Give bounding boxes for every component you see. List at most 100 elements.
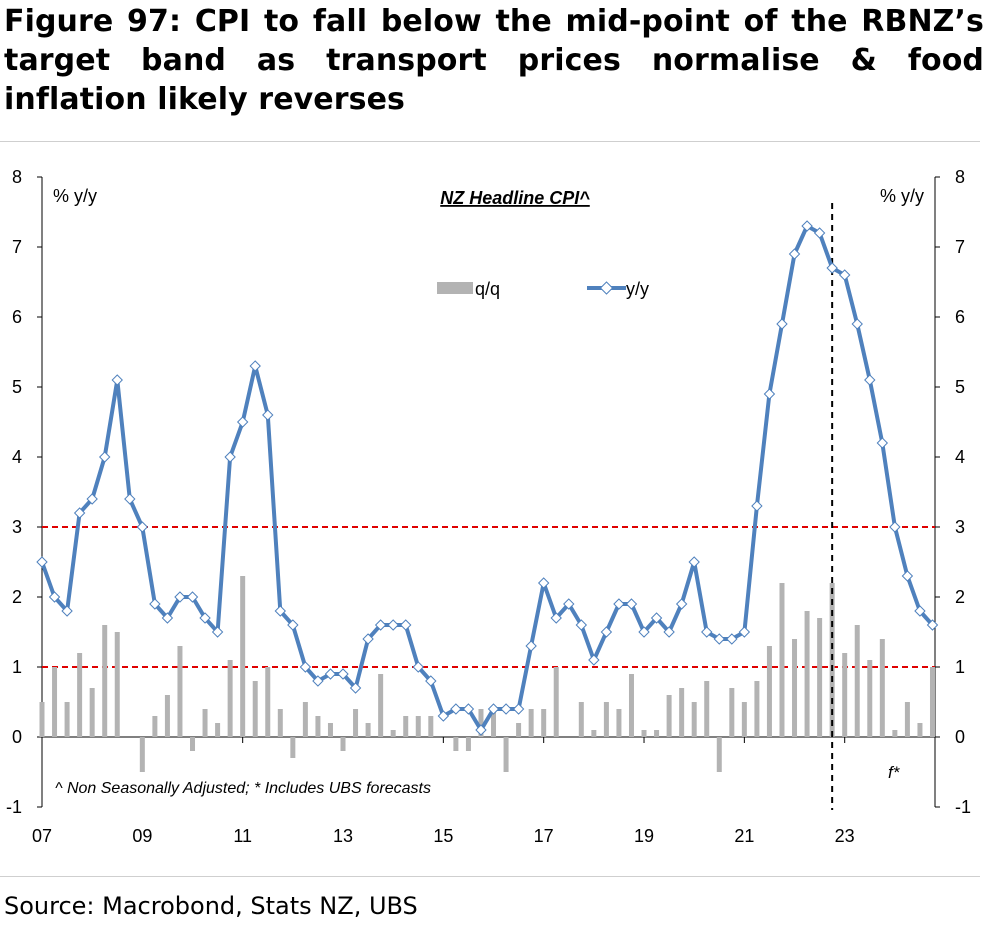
y-tick-label-left: 2 [12, 587, 22, 607]
y-tick-label-left: 1 [12, 657, 22, 677]
qq-bar [854, 625, 860, 737]
qq-bar [817, 618, 823, 737]
qq-bar [691, 702, 697, 737]
qq-bar [415, 716, 421, 737]
qq-bar [77, 653, 83, 737]
qq-bar [353, 709, 359, 737]
yy-point [249, 360, 261, 372]
qq-bar [603, 702, 609, 737]
qq-bar [591, 730, 597, 737]
y-axis-left-label: % y/y [53, 186, 97, 206]
chart-footnote: ^ Non Seasonally Adjusted; * Includes UB… [55, 780, 431, 797]
yy-point [738, 626, 751, 638]
x-tick-label: 21 [734, 826, 754, 846]
yy-point [337, 668, 349, 680]
qq-bar [616, 709, 622, 737]
chart-axes: -1 -10 01 12 23 34 45 56 67 78 807 09 11 13 15 17 19 21 23 [6, 167, 971, 846]
qq-bar [704, 681, 710, 737]
qq-bar [628, 674, 634, 737]
qq-bar [327, 723, 333, 737]
y-tick-label-left: 3 [12, 517, 22, 537]
x-tick-label: 09 [132, 826, 152, 846]
yy-point [688, 556, 700, 568]
yy-point [349, 682, 362, 694]
y-tick-label-left: 6 [12, 307, 22, 327]
qq-bar [641, 730, 647, 737]
qq-bar [553, 667, 559, 737]
yy-point [512, 703, 525, 715]
y-tick-label-right: 1 [955, 657, 965, 677]
legend-yy-marker [599, 281, 614, 295]
yy-point [613, 598, 625, 610]
yy-point [813, 227, 826, 239]
target-band-lines [42, 526, 935, 668]
qq-bar [842, 653, 848, 737]
qq-bar [64, 702, 70, 737]
qq-bar [114, 632, 120, 737]
yy-point [462, 703, 475, 715]
y-tick-label-left: 7 [12, 237, 22, 257]
yy-point [236, 416, 249, 428]
yy-point [99, 451, 111, 463]
qq-bar [252, 681, 258, 737]
y-tick-label-left: 0 [12, 727, 22, 747]
yy-point [374, 619, 387, 631]
qq-bar [265, 667, 271, 737]
yy-line [40, 224, 934, 732]
yy-point [801, 220, 813, 232]
qq-bar [754, 681, 760, 737]
qq-bar [729, 688, 735, 737]
yy-point [450, 703, 462, 715]
qq-bar [867, 660, 873, 737]
yy-point [73, 507, 86, 519]
qq-bar [202, 709, 208, 737]
yy-point [638, 626, 650, 638]
chart-labels: NZ Headline CPI^ % y/y % y/y q/q y/y ^ N… [53, 186, 924, 797]
qq-bar [666, 695, 672, 737]
yy-point [525, 640, 537, 652]
qq-bar [478, 709, 484, 737]
legend-yy-label: y/y [626, 279, 649, 299]
yy-point [838, 269, 851, 281]
qq-bar [177, 646, 183, 737]
qq-bar [89, 688, 95, 737]
yy-point [500, 703, 512, 715]
yy-point [136, 521, 149, 533]
yy-point [400, 619, 412, 631]
qq-bar [378, 674, 384, 737]
yy-point [876, 437, 889, 449]
x-tick-label: 07 [32, 826, 52, 846]
qq-bar [892, 730, 898, 737]
yy-point [537, 577, 550, 589]
qq-bar [315, 716, 321, 737]
title-divider [0, 141, 980, 142]
yy-point [299, 661, 312, 673]
qq-bar [804, 611, 810, 737]
qq-bar [152, 716, 158, 737]
qq-bar [277, 709, 283, 737]
y-tick-label-left: -1 [6, 797, 22, 817]
source-note: Source: Macrobond, Stats NZ, UBS [4, 892, 418, 920]
y-tick-label-left: 5 [12, 377, 22, 397]
yy-point [312, 675, 324, 687]
yy-point [149, 598, 161, 610]
yy-point [864, 374, 876, 386]
yy-point [588, 654, 600, 666]
y-tick-label-right: 8 [955, 167, 965, 187]
x-tick-label: 13 [333, 826, 353, 846]
y-tick-label-right: 0 [955, 727, 965, 747]
qq-bar [879, 639, 885, 737]
yy-point [186, 591, 199, 603]
qq-bar [227, 660, 233, 737]
x-tick-label: 11 [233, 826, 252, 846]
qq-bar [290, 737, 296, 758]
qq-bar [491, 709, 497, 737]
qq-bar [929, 667, 935, 737]
qq-bar [102, 625, 108, 737]
y-tick-label-right: 7 [955, 237, 965, 257]
forecast-label: f* [888, 763, 901, 782]
yy-point [889, 521, 901, 533]
qq-bar [215, 723, 221, 737]
y-tick-label-left: 4 [12, 447, 22, 467]
qq-bar [716, 737, 722, 772]
